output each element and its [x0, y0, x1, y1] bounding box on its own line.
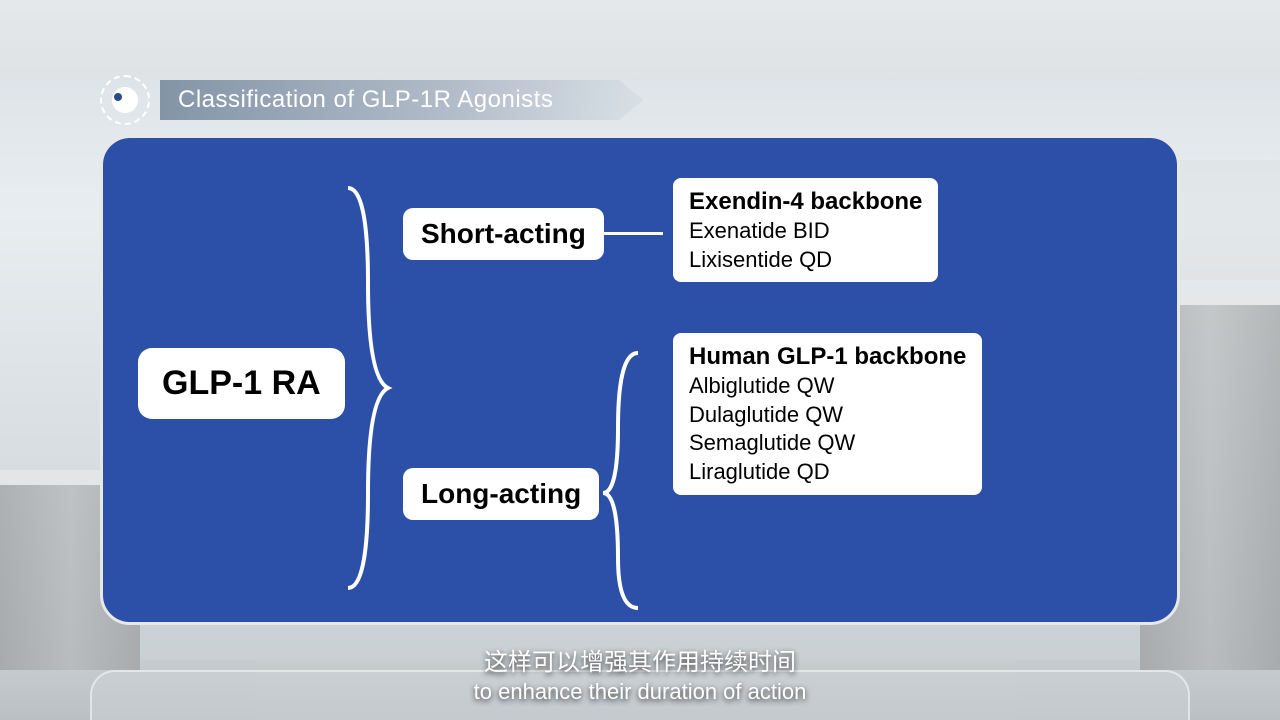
connector-short — [603, 232, 663, 235]
diagram-panel: GLP-1 RA Short-acting Exendin-4 backbone… — [100, 135, 1180, 625]
detail-item: Semaglutide QW — [689, 429, 966, 458]
branch-long-acting: Long-acting — [403, 468, 599, 520]
detail-item: Exenatide BID — [689, 217, 922, 246]
detail-header: Human GLP-1 backbone — [689, 341, 966, 372]
target-icon — [100, 75, 150, 125]
brace-root — [338, 178, 398, 598]
branch-short-acting: Short-acting — [403, 208, 604, 260]
brace-long — [593, 338, 663, 618]
subtitle-chinese: 这样可以增强其作用持续时间 — [0, 642, 1280, 677]
subtitle-english: to enhance their duration of action — [0, 679, 1280, 705]
detail-item: Liraglutide QD — [689, 458, 966, 487]
title-text: Classification of GLP-1R Agonists — [160, 80, 643, 120]
detail-item: Dulaglutide QW — [689, 401, 966, 430]
detail-item: Albiglutide QW — [689, 372, 966, 401]
title-bar: Classification of GLP-1R Agonists — [100, 75, 643, 125]
details-short-acting: Exendin-4 backbone Exenatide BID Lixisen… — [673, 178, 938, 282]
detail-header: Exendin-4 backbone — [689, 186, 922, 217]
subtitle-area: 这样可以增强其作用持续时间 to enhance their duration … — [0, 642, 1280, 705]
detail-item: Lixisentide QD — [689, 246, 922, 275]
details-long-acting: Human GLP-1 backbone Albiglutide QW Dula… — [673, 333, 982, 495]
root-node: GLP-1 RA — [138, 348, 345, 419]
